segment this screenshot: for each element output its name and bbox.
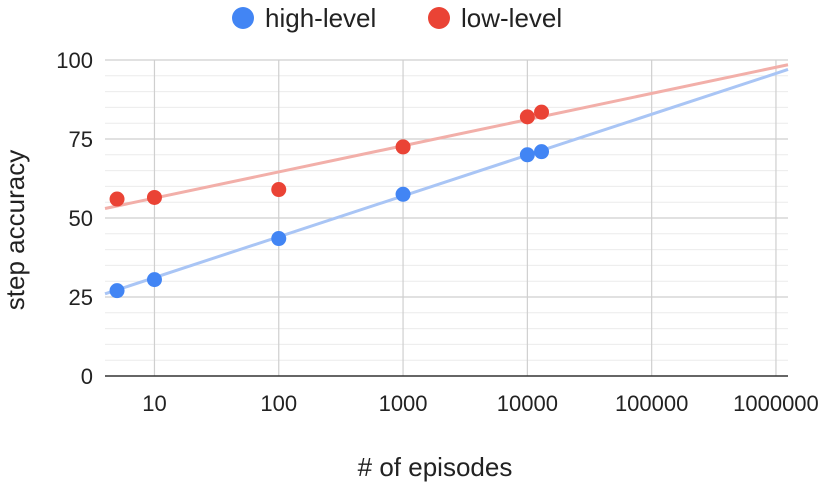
point-high-level [109,283,125,299]
point-high-level [534,144,550,160]
trendline-low-level [104,63,789,210]
trendlines [104,63,789,296]
point-low-level [519,109,535,125]
point-high-level [271,231,287,247]
legend-label-high-level: high-level [265,3,376,33]
point-low-level [271,182,287,198]
point-high-level [519,147,535,163]
y-tick-label: 75 [69,127,93,152]
point-low-level [395,139,411,155]
y-tick-label: 25 [69,285,93,310]
y-tick-labels: 0 25 50 75 100 [56,48,93,389]
point-low-level [534,104,550,120]
legend-marker-high-level [232,7,254,29]
data-points [109,104,550,299]
x-tick-label: 10000 [497,391,558,416]
y-tick-label: 50 [69,206,93,231]
gridlines [105,59,788,377]
x-tick-label: 1000000 [733,391,819,416]
point-high-level [146,272,162,288]
legend: high-level low-level [232,3,562,33]
y-tick-label: 100 [56,48,93,73]
x-tick-label: 100 [260,391,297,416]
point-high-level [395,186,411,202]
point-low-level [146,189,162,205]
y-axis-label: step accuracy [0,150,30,310]
legend-label-low-level: low-level [461,3,562,33]
x-tick-label: 100000 [615,391,688,416]
x-tick-label: 1000 [379,391,428,416]
trendline-high-level [104,68,789,296]
x-tick-labels: 10 100 1000 10000 100000 1000000 [142,391,819,416]
x-axis-label: # of episodes [358,452,513,482]
point-low-level [109,191,125,207]
y-tick-label: 0 [81,364,93,389]
x-tick-label: 10 [142,391,166,416]
legend-marker-low-level [428,7,450,29]
